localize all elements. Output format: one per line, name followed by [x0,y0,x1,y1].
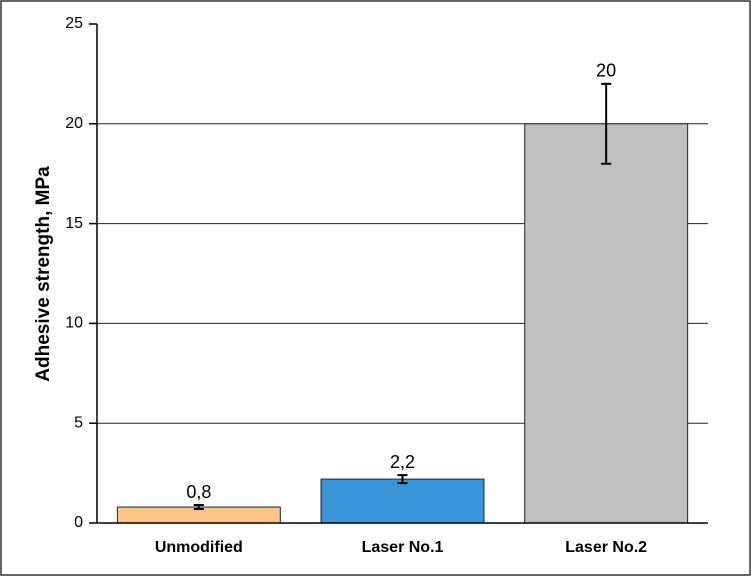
x-tick-label: Laser No.1 [362,539,444,556]
y-tick-label: 0 [74,514,83,531]
y-tick-label: 10 [65,315,83,332]
value-label: 20 [596,61,616,81]
y-tick-label: 20 [65,115,83,132]
error-bar [193,504,204,511]
x-tick-label: Unmodified [155,539,243,556]
value-label: 0,8 [186,482,211,502]
y-tick-label: 15 [65,215,83,232]
y-tick-label: 5 [74,414,83,431]
error-bar [397,474,408,485]
bar [320,478,485,524]
bar [524,123,689,524]
error-bar [601,82,612,165]
x-tick-label: Laser No.2 [565,539,647,556]
y-axis-label: Adhesive strength, MPa [33,166,54,382]
value-label: 2,2 [390,452,415,472]
y-tick-label: 25 [65,15,83,32]
